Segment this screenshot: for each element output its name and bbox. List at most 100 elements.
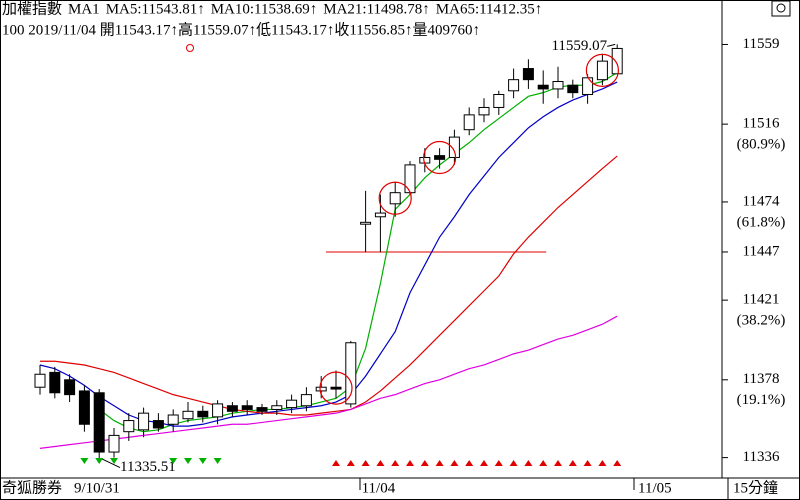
buy-signal	[554, 460, 562, 466]
candle-body	[404, 164, 416, 194]
buy-signal	[480, 460, 488, 466]
candle-body	[360, 221, 372, 225]
candle-body	[256, 407, 268, 412]
sell-signal	[95, 458, 104, 464]
buy-signal	[465, 460, 474, 466]
buy-signal	[391, 460, 400, 466]
candle-body	[152, 420, 164, 429]
y-tick-label: 11447	[743, 243, 780, 259]
fib-label: (19.1%)	[737, 392, 786, 408]
candle-body	[315, 386, 327, 392]
candle-body	[300, 394, 312, 407]
candle-body	[448, 136, 460, 158]
buy-signal	[568, 460, 577, 466]
candle-body	[123, 420, 135, 433]
candle-body	[478, 106, 490, 116]
candle-body	[64, 379, 76, 396]
candle-body	[212, 403, 224, 418]
fib-label: (61.8%)	[737, 214, 786, 230]
ma-line	[39, 81, 618, 427]
min-pointer	[100, 458, 121, 468]
candle-body	[197, 410, 209, 418]
highlight-circle	[585, 53, 620, 88]
chart-title: 加權指數	[2, 0, 62, 17]
candle-body	[537, 84, 549, 90]
y-tick-label: 11559	[743, 36, 780, 52]
fib-label: (80.9%)	[737, 137, 786, 153]
highlight-circle	[423, 140, 457, 175]
candle-body	[34, 373, 46, 388]
candle-body	[508, 79, 520, 92]
ma-line	[39, 315, 618, 449]
candle-body	[389, 192, 401, 205]
buy-signal	[524, 460, 533, 466]
y-tick-label: 11336	[743, 449, 780, 465]
candle-body	[611, 47, 623, 75]
candle-body	[345, 342, 357, 405]
candle-body	[567, 84, 579, 94]
sell-signal	[110, 458, 118, 464]
candle-body	[493, 93, 505, 108]
buy-signal	[598, 460, 607, 466]
candle-body	[271, 405, 283, 410]
candle-body	[374, 212, 386, 218]
candle-body	[522, 68, 534, 81]
footer-start-date: 9/10/31	[74, 480, 120, 496]
buy-signal	[346, 460, 355, 466]
candle-body	[226, 405, 238, 412]
buy-signal	[450, 460, 459, 466]
y-tick-label: 11474	[743, 193, 780, 209]
max-label: 11559.07	[551, 38, 607, 54]
ma-line	[98, 72, 618, 433]
candle-body	[286, 399, 298, 409]
candle-body	[167, 414, 179, 425]
settings-icon[interactable]	[771, 0, 791, 17]
buy-signal	[376, 460, 385, 466]
candle-body	[182, 410, 194, 420]
settings-icon-glyph	[776, 3, 786, 13]
candle-body	[596, 60, 608, 81]
buy-signal	[420, 460, 429, 466]
x-tick-label: 11/04	[362, 480, 396, 496]
footer-period: 15分鐘	[733, 479, 778, 496]
candle-body	[552, 81, 564, 90]
buy-signal	[435, 460, 444, 466]
sell-signal	[184, 458, 192, 464]
candle-body	[241, 405, 253, 410]
legend-entry: MA10:11538.69↑	[211, 1, 318, 17]
y-tick-label: 11421	[743, 292, 780, 308]
ma-line	[40, 155, 618, 416]
legend-entry: MA5:11543.81↑	[106, 1, 205, 17]
buy-signal	[509, 460, 518, 466]
candle-body	[93, 392, 105, 453]
info-line: 100 2019/11/04 開11543.17↑高11559.07↑低1154…	[2, 21, 480, 38]
buy-signal	[539, 460, 548, 466]
indicator-label: MA1	[68, 1, 100, 17]
marker-dot	[186, 44, 194, 52]
sell-signal	[80, 458, 89, 464]
sell-signal	[198, 458, 207, 464]
max-pointer	[607, 43, 616, 47]
buy-signal	[583, 460, 592, 466]
buy-signal	[361, 460, 370, 466]
y-tick-label: 11516	[743, 116, 780, 132]
fib-label: (38.2%)	[737, 313, 786, 329]
sell-signal	[213, 458, 222, 464]
candle-body	[108, 434, 120, 453]
buy-signal	[494, 460, 503, 466]
candle-body	[463, 114, 475, 131]
buy-signal	[332, 460, 340, 466]
candle-body	[138, 412, 150, 431]
candle-body	[78, 390, 90, 425]
min-label: 11335.51	[120, 459, 176, 475]
legend-entry: MA21:11498.78↑	[323, 1, 430, 17]
sell-signal	[169, 458, 178, 464]
highlight-circle	[378, 181, 412, 215]
candle-body	[582, 77, 594, 95]
buy-signal	[613, 460, 622, 466]
x-tick-label: 11/05	[638, 480, 672, 496]
candle-body	[49, 371, 61, 394]
